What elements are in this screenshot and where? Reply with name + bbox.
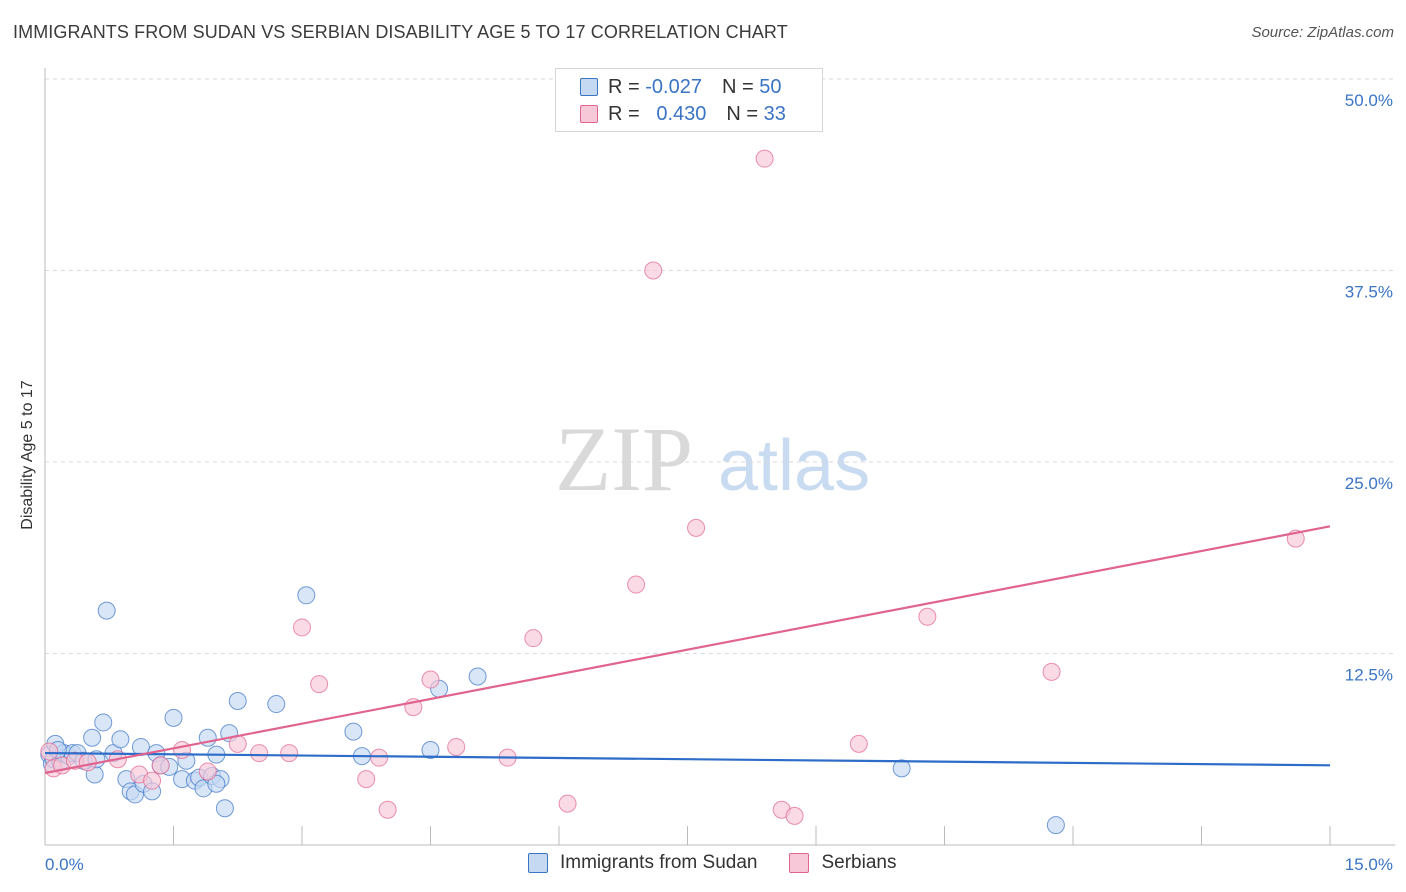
x-tick-label: 15.0% [1345, 855, 1393, 874]
data-point-pink [198, 762, 217, 781]
data-point-pink [293, 618, 311, 637]
data-point-pink [627, 575, 646, 594]
chart-title: IMMIGRANTS FROM SUDAN VS SERBIAN DISABIL… [13, 22, 788, 42]
data-point-pink [1042, 662, 1061, 681]
y-tick-label: 37.5% [1345, 283, 1393, 302]
data-point-pink [644, 261, 663, 280]
legend-n-label: N = [726, 102, 759, 125]
data-point-blue [164, 708, 183, 727]
data-point-pink [558, 794, 577, 813]
trend-line-pink [44, 525, 1331, 775]
data-point-pink [143, 771, 162, 790]
legend-label-serbians: Serbians [821, 852, 897, 873]
watermark-atlas: atlas [718, 426, 870, 506]
data-point-pink [918, 607, 937, 626]
data-point-pink [78, 753, 97, 772]
legend-item-sudan: Immigrants from Sudan [528, 852, 757, 874]
y-tick-label: 50.0% [1345, 91, 1393, 110]
legend-n-value: 50 [759, 75, 782, 98]
data-point-pink [524, 629, 543, 648]
data-point-pink [250, 744, 269, 763]
data-point-blue [83, 728, 102, 747]
data-point-blue [94, 713, 113, 732]
legend-label-sudan: Immigrants from Sudan [560, 852, 758, 873]
data-point-blue [421, 741, 440, 760]
watermark-zip: ZIP [555, 408, 693, 510]
legend-r-value: -0.027 [645, 75, 702, 98]
data-point-pink [357, 770, 376, 789]
correlation-legend: R = -0.027 N = 50 R = 0.430 N = 33 [555, 68, 823, 132]
legend-row-serbians: R = 0.430 N = 33 [580, 102, 786, 126]
legend-swatch-sudan [528, 853, 548, 873]
y-tick-label: 25.0% [1345, 474, 1393, 493]
legend-r-label: R = [608, 75, 640, 98]
data-point-blue [297, 586, 316, 605]
legend-swatch-serbians [789, 853, 810, 873]
data-point-blue [892, 759, 911, 778]
data-point-pink [421, 670, 440, 689]
data-point-pink [40, 742, 59, 761]
data-point-blue [228, 691, 247, 710]
source-label: Source: ZipAtlas.com [1251, 24, 1394, 41]
data-point-pink [849, 734, 868, 753]
data-point-blue [97, 601, 116, 620]
data-point-pink [370, 748, 389, 767]
data-point-pink [687, 518, 706, 537]
data-point-pink [378, 800, 397, 819]
data-point-pink [173, 741, 192, 760]
legend-r-value: 0.430 [656, 102, 707, 125]
data-point-pink [151, 756, 170, 775]
trend-line-blue [44, 751, 1331, 767]
data-point-pink [785, 806, 804, 825]
legend-n-label: N = [721, 75, 754, 98]
x-tick-label: 0.0% [45, 855, 84, 874]
data-point-pink [447, 737, 466, 756]
data-point-pink [310, 675, 329, 694]
legend-swatch-sudan [580, 78, 598, 96]
data-point-blue [468, 667, 487, 686]
legend-item-serbians: Serbians [789, 852, 896, 874]
legend-row-sudan: R = -0.027 N = 50 [580, 75, 781, 99]
y-tick-label: 12.5% [1345, 666, 1393, 685]
data-point-blue [207, 774, 226, 793]
legend-swatch-serbians [580, 105, 598, 123]
data-point-blue [1046, 816, 1065, 835]
legend-n-value: 33 [763, 102, 786, 125]
data-point-blue [344, 722, 363, 741]
data-point-blue [267, 695, 286, 714]
series-legend: Immigrants from Sudan Serbians [528, 852, 928, 874]
data-point-blue [111, 730, 130, 749]
data-point-pink [280, 744, 299, 763]
legend-r-label: R = [608, 102, 640, 125]
data-point-blue [215, 799, 234, 818]
data-point-pink [755, 149, 774, 168]
